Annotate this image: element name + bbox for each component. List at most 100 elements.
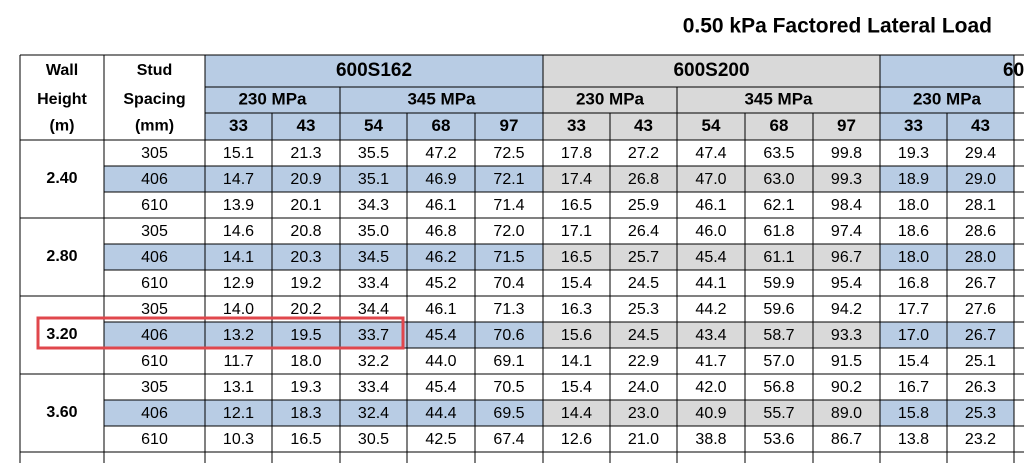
load-value: 90.2 — [831, 379, 862, 396]
load-value: 28.0 — [965, 249, 996, 266]
row-fill — [407, 400, 475, 426]
row-fill — [205, 400, 272, 426]
load-value: 44.1 — [695, 275, 726, 292]
load-value: 19.3 — [898, 145, 929, 162]
row-fill — [947, 166, 1014, 192]
load-value: 70.4 — [493, 275, 524, 292]
header-fill — [543, 55, 880, 140]
load-value: 91.5 — [831, 353, 862, 370]
load-value: 47.0 — [695, 171, 726, 188]
load-value: 86.7 — [831, 431, 862, 448]
row-fill — [745, 166, 813, 192]
load-value: 18.0 — [290, 353, 321, 370]
row-fill — [272, 166, 340, 192]
load-value: 72.1 — [493, 171, 524, 188]
stud-spacing: 610 — [141, 431, 168, 448]
load-value: 25.3 — [628, 301, 659, 318]
load-value: 44.0 — [425, 353, 456, 370]
load-value: 30.5 — [358, 431, 389, 448]
load-value: 16.5 — [561, 197, 592, 214]
row-fill — [272, 322, 340, 348]
row-fill — [543, 400, 610, 426]
load-value: 99.8 — [831, 145, 862, 162]
row-fill — [340, 400, 407, 426]
row-fill — [543, 322, 610, 348]
load-value: 44.4 — [425, 405, 456, 422]
load-value: 46.9 — [425, 171, 456, 188]
stud-spacing: 610 — [141, 197, 168, 214]
load-value: 19.3 — [290, 379, 321, 396]
load-value: 14.0 — [223, 301, 254, 318]
load-value: 14.1 — [561, 353, 592, 370]
load-value: 14.6 — [223, 223, 254, 240]
load-value: 27.6 — [965, 301, 996, 318]
load-value: 56.8 — [763, 379, 794, 396]
wall-header: Wall — [46, 62, 78, 79]
load-value: 14.1 — [223, 249, 254, 266]
load-value: 43.4 — [695, 327, 726, 344]
table-title: 0.50 kPa Factored Lateral Load — [683, 15, 992, 38]
load-value: 16.8 — [898, 275, 929, 292]
row-fill — [407, 244, 475, 270]
row-fill — [475, 400, 543, 426]
row-fill — [340, 166, 407, 192]
load-value: 12.6 — [561, 431, 592, 448]
load-value: 25.7 — [628, 249, 659, 266]
stud-header: Stud — [137, 62, 173, 79]
load-value: 45.4 — [425, 379, 456, 396]
stud-spacing: 406 — [141, 405, 168, 422]
load-value: 15.6 — [561, 327, 592, 344]
load-value: 17.0 — [898, 327, 929, 344]
load-value: 26.8 — [628, 171, 659, 188]
load-value: 24.5 — [628, 275, 659, 292]
load-value: 55.7 — [763, 405, 794, 422]
thickness-header: 43 — [971, 116, 990, 135]
row-fill — [677, 166, 745, 192]
load-value: 67.4 — [493, 431, 524, 448]
load-value: 94.2 — [831, 301, 862, 318]
load-value: 61.1 — [763, 249, 794, 266]
load-value: 16.3 — [561, 301, 592, 318]
load-value: 63.5 — [763, 145, 794, 162]
stud-spacing: 305 — [141, 301, 168, 318]
load-value: 47.2 — [425, 145, 456, 162]
row-fill — [880, 244, 947, 270]
load-value: 40.9 — [695, 405, 726, 422]
load-value: 13.1 — [223, 379, 254, 396]
load-value: 33.4 — [358, 379, 389, 396]
load-value: 18.3 — [290, 405, 321, 422]
highlight-box — [36, 316, 405, 350]
load-value: 35.5 — [358, 145, 389, 162]
row-fill — [205, 322, 272, 348]
stud-spacing: 406 — [141, 249, 168, 266]
load-value: 22.9 — [628, 353, 659, 370]
row-fill — [880, 400, 947, 426]
thickness-header: 54 — [702, 116, 721, 135]
row-fill — [407, 322, 475, 348]
load-value: 21.3 — [290, 145, 321, 162]
thickness-header: 97 — [837, 116, 856, 135]
section-header: 600S162 — [336, 60, 412, 81]
row-fill — [104, 322, 205, 348]
wall-header: Height — [37, 91, 87, 108]
row-fill — [610, 244, 677, 270]
load-value: 71.5 — [493, 249, 524, 266]
stud-spacing: 305 — [141, 379, 168, 396]
row-fill — [475, 322, 543, 348]
load-value: 47.4 — [695, 145, 726, 162]
load-value: 46.2 — [425, 249, 456, 266]
row-fill — [340, 244, 407, 270]
wall-height: 3.20 — [46, 326, 77, 343]
row-fill — [610, 166, 677, 192]
stud-spacing: 406 — [141, 171, 168, 188]
load-value: 20.8 — [290, 223, 321, 240]
load-value: 20.2 — [290, 301, 321, 318]
load-value: 42.0 — [695, 379, 726, 396]
row-fill — [104, 244, 205, 270]
load-value: 13.9 — [223, 197, 254, 214]
load-value: 11.7 — [224, 353, 254, 370]
load-value: 15.4 — [561, 379, 592, 396]
load-value: 46.8 — [425, 223, 456, 240]
row-fill — [677, 322, 745, 348]
thickness-header: 68 — [770, 116, 789, 135]
